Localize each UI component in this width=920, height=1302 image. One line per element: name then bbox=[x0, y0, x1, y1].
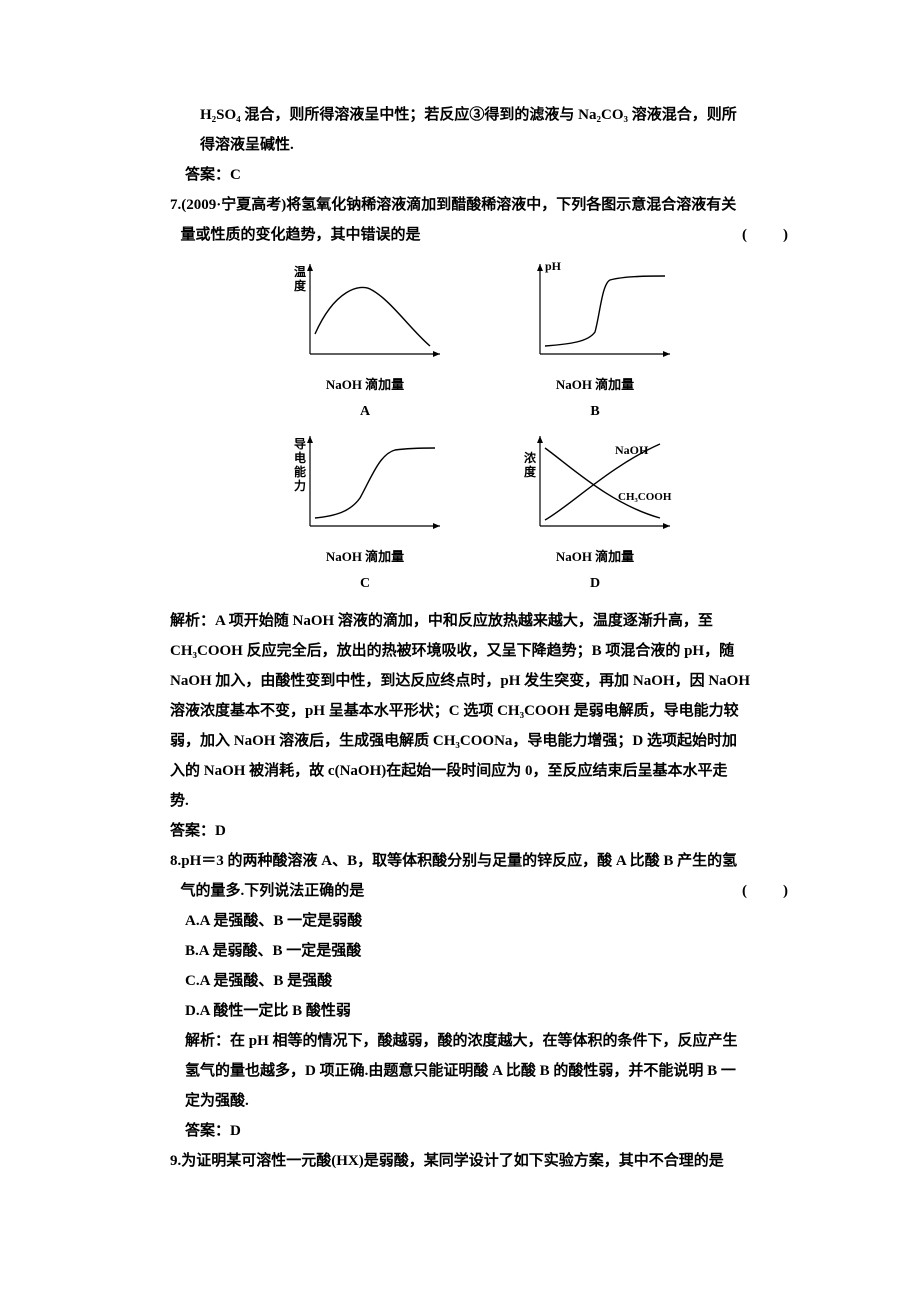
q8-stem-line-2: 气的量多.下列说法正确的是 ( ) bbox=[170, 876, 790, 906]
fig-A-ylabel-1: 温 bbox=[294, 265, 306, 279]
q7-explain-6: 势. bbox=[170, 786, 790, 816]
fig-D-label: D bbox=[590, 570, 600, 598]
q8-option-C: C.A 是强酸、B 是强酸 bbox=[170, 966, 790, 996]
q7-chart-C: 导 电 能 力 bbox=[280, 426, 450, 546]
q7-stem-line-1: 7.(2009·宁夏高考)将氢氧化钠稀溶液滴加到醋酸稀溶液中，下列各图示意混合溶… bbox=[170, 190, 790, 220]
fig-D-yl1: 浓 bbox=[524, 450, 537, 465]
q7-stem-line-2: 量或性质的变化趋势，其中错误的是 ( ) bbox=[170, 220, 790, 250]
intro-line-2: 得溶液呈碱性. bbox=[170, 130, 790, 160]
q7-fig-B: pH NaOH 滴加量 B bbox=[510, 254, 680, 426]
fig-C-yl4: 力 bbox=[294, 478, 306, 493]
fig-D-yl2: 度 bbox=[524, 464, 537, 479]
intro-line-1: H₂SO₄ 混合，则所得溶液呈中性；若反应③得到的滤液与 Na₂CO₃ 溶液混合… bbox=[170, 100, 790, 130]
fig-C-yl3: 能 bbox=[294, 464, 306, 479]
q7-fig-row-2: 导 电 能 力 NaOH 滴加量 C 浓 度 NaO bbox=[280, 426, 680, 598]
q7-explain-3: 溶液浓度基本不变，pH 呈基本水平形状；C 选项 CH₃COOH 是弱电解质，导… bbox=[170, 696, 790, 726]
q7-chart-B: pH bbox=[510, 254, 680, 374]
intro-answer: 答案：C bbox=[170, 160, 790, 190]
q8-explain-0: 解析：在 pH 相等的情况下，酸越弱，酸的浓度越大，在等体积的条件下，反应产生 bbox=[170, 1026, 790, 1056]
q7-chart-D: 浓 度 NaOH CH₃COOH bbox=[510, 426, 680, 546]
fig-C-yl2: 电 bbox=[294, 450, 306, 465]
q8-answer: 答案：D bbox=[170, 1116, 790, 1146]
q7-explain-0: 解析：A 项开始随 NaOH 溶液的滴加，中和反应放热越来越大，温度逐渐升高，至 bbox=[170, 606, 790, 636]
fig-A-xlabel: NaOH 滴加量 bbox=[326, 372, 404, 398]
q7-explain-5: 入的 NaOH 被消耗，故 c(NaOH)在起始一段时间应为 0，至反应结束后呈… bbox=[170, 756, 790, 786]
fig-C-yl1: 导 bbox=[294, 436, 306, 451]
q7-stem-text: 量或性质的变化趋势，其中错误的是 bbox=[170, 220, 730, 250]
q7-chart-A: 温 度 bbox=[280, 254, 450, 374]
fig-B-ylabel: pH bbox=[545, 259, 562, 273]
fig-C-label: C bbox=[360, 570, 370, 598]
q7-explain-1: CH₃COOH 反应完全后，放出的热被环境吸收，又呈下降趋势；B 项混合液的 p… bbox=[170, 636, 790, 666]
q7-fig-C: 导 电 能 力 NaOH 滴加量 C bbox=[280, 426, 450, 598]
q7-answer-paren: ( ) bbox=[730, 220, 790, 250]
q7-answer: 答案：D bbox=[170, 816, 790, 846]
document-page: H₂SO₄ 混合，则所得溶液呈中性；若反应③得到的滤液与 Na₂CO₃ 溶液混合… bbox=[0, 0, 920, 1236]
q8-option-D: D.A 酸性一定比 B 酸性弱 bbox=[170, 996, 790, 1026]
q8-answer-paren: ( ) bbox=[730, 876, 790, 906]
fig-D-line2-label: CH₃COOH bbox=[618, 491, 672, 503]
q7-fig-A: 温 度 NaOH 滴加量 A bbox=[280, 254, 450, 426]
q8-option-B: B.A 是弱酸、B 一定是强酸 bbox=[170, 936, 790, 966]
q8-option-A: A.A 是强酸、B 一定是弱酸 bbox=[170, 906, 790, 936]
fig-A-ylabel-2: 度 bbox=[294, 278, 307, 293]
fig-C-xlabel: NaOH 滴加量 bbox=[326, 544, 404, 570]
q8-explain-1: 氢气的量也越多，D 项正确.由题意只能证明酸 A 比酸 B 的酸性弱，并不能说明… bbox=[170, 1056, 790, 1086]
fig-D-xlabel: NaOH 滴加量 bbox=[556, 544, 634, 570]
fig-D-line1-label: NaOH bbox=[615, 443, 649, 457]
q7-fig-row-1: 温 度 NaOH 滴加量 A pH NaOH 滴加量 B bbox=[280, 254, 680, 426]
q8-explain-2: 定为强酸. bbox=[170, 1086, 790, 1116]
q7-figures: 温 度 NaOH 滴加量 A pH NaOH 滴加量 B bbox=[170, 254, 790, 598]
q7-explain-4: 弱，加入 NaOH 溶液后，生成强电解质 CH₃COONa，导电能力增强；D 选… bbox=[170, 726, 790, 756]
q9-stem-line-1: 9.为证明某可溶性一元酸(HX)是弱酸，某同学设计了如下实验方案，其中不合理的是 bbox=[170, 1146, 790, 1176]
q7-explain-2: NaOH 加入，由酸性变到中性，到达反应终点时，pH 发生突变，再加 NaOH，… bbox=[170, 666, 790, 696]
q8-stem-text: 气的量多.下列说法正确的是 bbox=[170, 876, 730, 906]
q7-fig-D: 浓 度 NaOH CH₃COOH NaOH 滴加量 D bbox=[510, 426, 680, 598]
fig-B-label: B bbox=[590, 398, 599, 426]
fig-A-label: A bbox=[360, 398, 370, 426]
fig-B-xlabel: NaOH 滴加量 bbox=[556, 372, 634, 398]
q8-stem-line-1: 8.pH＝3 的两种酸溶液 A、B，取等体积酸分别与足量的锌反应，酸 A 比酸 … bbox=[170, 846, 790, 876]
